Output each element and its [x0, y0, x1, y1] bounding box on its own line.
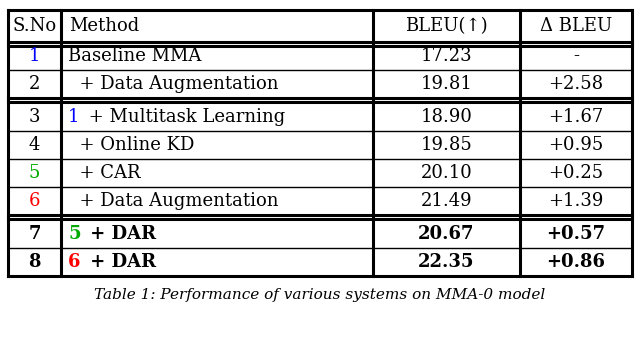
Text: 3: 3 [29, 108, 40, 126]
Text: + DAR: + DAR [84, 225, 156, 243]
Text: 17.23: 17.23 [420, 47, 472, 65]
Text: 1: 1 [29, 47, 40, 65]
Text: Table 1: Performance of various systems on MMA-0 model: Table 1: Performance of various systems … [94, 288, 546, 302]
Text: BLEU(↑): BLEU(↑) [405, 17, 488, 35]
Text: +1.67: +1.67 [548, 108, 604, 126]
Text: Baseline MMA: Baseline MMA [68, 47, 202, 65]
Text: 18.90: 18.90 [420, 108, 472, 126]
Text: + Data Augmentation: + Data Augmentation [68, 192, 278, 210]
Text: 21.49: 21.49 [420, 192, 472, 210]
Text: +0.95: +0.95 [548, 136, 604, 154]
Text: 8: 8 [28, 253, 41, 271]
Text: Δ BLEU: Δ BLEU [540, 17, 612, 35]
Text: 1: 1 [68, 108, 79, 126]
Text: 5: 5 [68, 225, 81, 243]
Text: 22.35: 22.35 [418, 253, 475, 271]
Text: 4: 4 [29, 136, 40, 154]
Text: +0.25: +0.25 [548, 164, 604, 182]
Text: + Online KD: + Online KD [68, 136, 195, 154]
Text: -: - [573, 47, 579, 65]
Text: 20.67: 20.67 [418, 225, 475, 243]
Text: +0.57: +0.57 [547, 225, 605, 243]
Text: + DAR: + DAR [84, 253, 156, 271]
Text: 5: 5 [29, 164, 40, 182]
Text: Method: Method [69, 17, 140, 35]
Text: + CAR: + CAR [68, 164, 141, 182]
Text: 19.81: 19.81 [420, 75, 472, 93]
Text: +1.39: +1.39 [548, 192, 604, 210]
Text: S.No: S.No [12, 17, 56, 35]
Text: + Multitask Learning: + Multitask Learning [83, 108, 285, 126]
Text: 19.85: 19.85 [420, 136, 472, 154]
Text: 6: 6 [29, 192, 40, 210]
Text: 7: 7 [28, 225, 41, 243]
Text: 20.10: 20.10 [420, 164, 472, 182]
Text: 2: 2 [29, 75, 40, 93]
Text: 6: 6 [68, 253, 81, 271]
Text: +0.86: +0.86 [547, 253, 605, 271]
Text: + Data Augmentation: + Data Augmentation [68, 75, 278, 93]
Text: +2.58: +2.58 [548, 75, 604, 93]
